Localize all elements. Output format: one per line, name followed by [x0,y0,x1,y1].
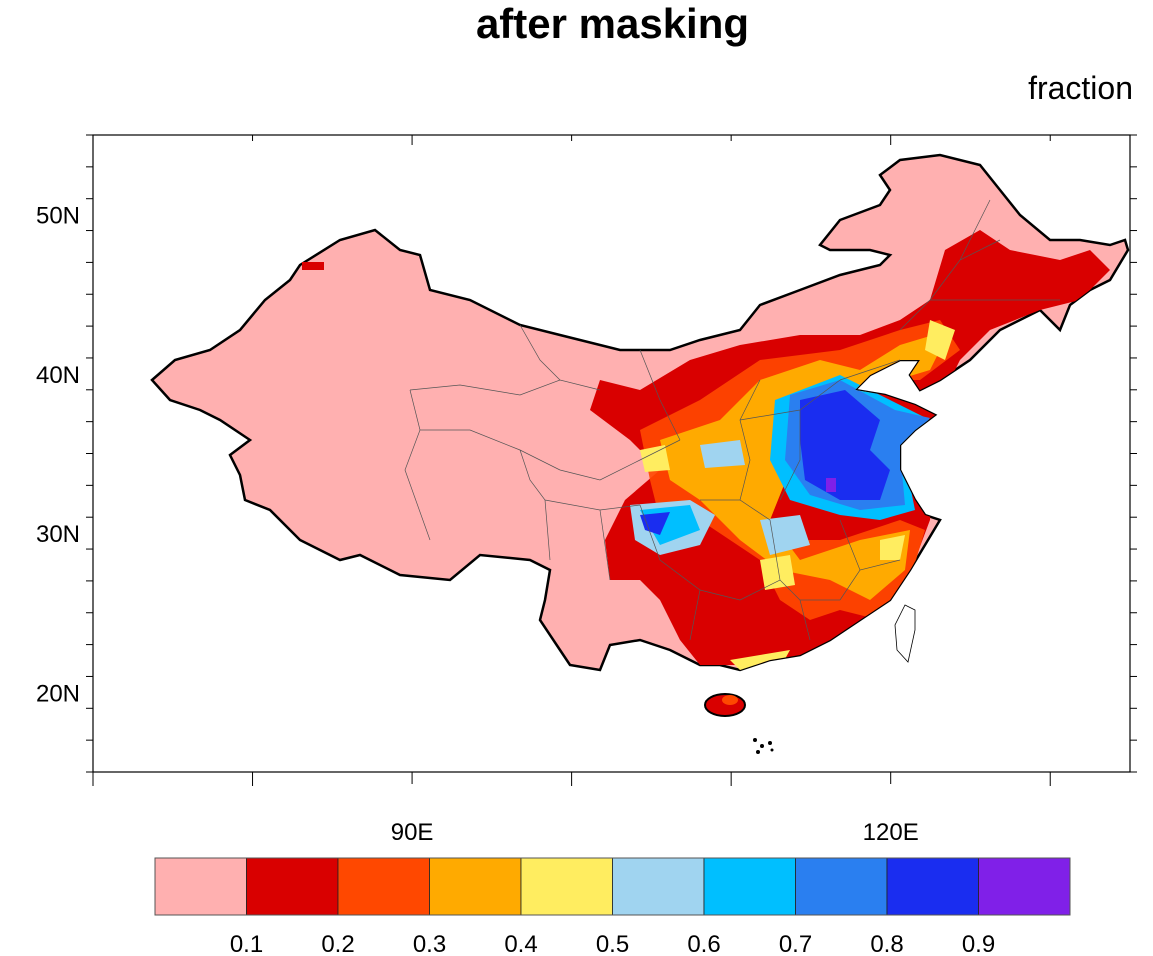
colorbar-label: 0.8 [870,931,903,956]
field-cell [302,262,324,270]
field-darkblue-region [640,390,890,535]
units-label: fraction [1028,70,1133,106]
china-land [150,153,1130,672]
colorbar-label: 0.4 [504,931,537,956]
colorbar-swatch [429,857,522,916]
colorbar-label: 0.3 [413,931,446,956]
colorbar-label: 0.9 [962,931,995,956]
colorbar-swatch [978,857,1071,916]
colorbar-label: 0.7 [779,931,812,956]
colorbar-border [154,857,1071,916]
colorbar-swatch [246,857,339,916]
province-borders [404,199,1060,641]
lon-tick-label: 120E [863,819,919,846]
taiwan-island [894,604,916,663]
lat-tick-label: 50N [36,203,80,230]
colorbar-swatch [154,857,247,916]
colorbar-swatch [612,857,705,916]
lat-tick-label: 20N [36,680,80,707]
lat-tick-label: 40N [36,362,80,389]
colorbar-swatch [795,857,888,916]
colorbar-label: 0.5 [596,931,629,956]
fraction-field [590,230,1110,670]
lat-tick-label: 30N [36,521,80,548]
colorbar-swatch [703,857,796,916]
field-yellow-region [660,330,950,600]
colorbar-swatch [337,857,430,916]
colorbar-label: 0.2 [321,931,354,956]
hainan-coast-orange [722,695,738,705]
south-sea-islands [753,738,774,754]
colorbar-label: 0.6 [687,931,720,956]
lon-tick-label: 90E [391,819,434,846]
field-purple-cell [826,478,836,492]
axis-ticks [86,134,1137,786]
plot-title: after masking [475,0,750,47]
colorbar-swatch [520,857,613,916]
colorbar: 0.1 0.2 0.3 0.4 0.5 0.6 0.7 0.8 0.9 [154,857,1071,956]
colorbar-swatch [886,857,979,916]
colorbar-label: 0.1 [230,931,263,956]
